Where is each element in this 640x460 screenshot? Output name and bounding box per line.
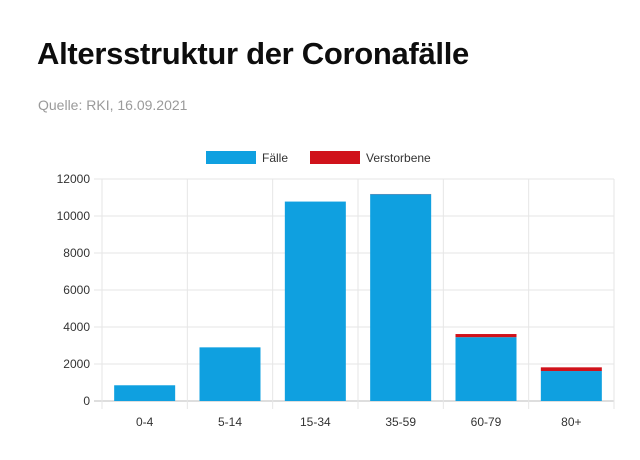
x-tick-label: 0-4 xyxy=(136,415,154,429)
y-tick-label: 12000 xyxy=(57,172,91,186)
source-note: Quelle: RKI, 16.09.2021 xyxy=(38,97,188,113)
grid-layer xyxy=(94,178,615,409)
bar-faelle-35-59 xyxy=(370,194,432,401)
y-tick-label: 2000 xyxy=(63,357,90,371)
x-tick-label: 15-34 xyxy=(300,415,331,429)
legend-swatch-verstorbene xyxy=(310,151,360,164)
y-tick-label: 10000 xyxy=(57,209,91,223)
legend-swatch-faelle xyxy=(206,151,256,164)
y-tick-label: 4000 xyxy=(63,320,90,334)
legend-label-verstorbene: Verstorbene xyxy=(366,151,431,165)
y-tick-label: 8000 xyxy=(63,246,90,260)
x-tick-label: 60-79 xyxy=(471,415,502,429)
bar-faelle-80+ xyxy=(540,371,602,401)
chart-title: Altersstruktur der Coronafälle xyxy=(37,36,469,71)
bar-faelle-5-14 xyxy=(199,347,261,401)
y-tick-label: 6000 xyxy=(63,283,90,297)
axis-layer: 0 2000 4000 6000 8000 10000 12000 0-4 5-14 15-34 3… xyxy=(57,172,582,429)
bar-verstorbene-60-79 xyxy=(455,334,517,338)
legend: Fälle Verstorbene xyxy=(206,151,431,165)
x-tick-label: 35-59 xyxy=(385,415,416,429)
bar-faelle-60-79 xyxy=(455,337,517,401)
x-tick-label: 5-14 xyxy=(218,415,242,429)
bar-verstorbene-80+ xyxy=(540,367,602,372)
x-tick-label: 80+ xyxy=(561,415,581,429)
bar-layer xyxy=(114,193,602,401)
bar-faelle-15-34 xyxy=(284,201,346,401)
bar-faelle-0-4 xyxy=(114,385,176,401)
legend-label-faelle: Fälle xyxy=(262,151,288,165)
y-tick-label: 0 xyxy=(83,394,90,408)
